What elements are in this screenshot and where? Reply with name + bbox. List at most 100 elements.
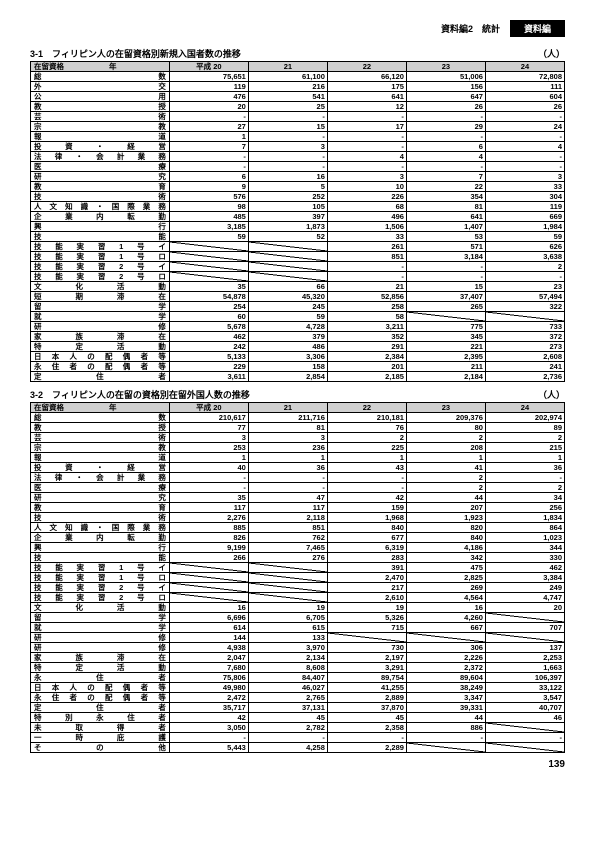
cell: - [169, 162, 248, 172]
table-row: 総数75,65161,10066,12051,00672,808 [31, 72, 565, 82]
cell: - [248, 733, 327, 743]
cell: 23 [485, 282, 564, 292]
row-label: 法律・会計業務 [31, 152, 170, 162]
cell: - [248, 152, 327, 162]
cell: 344 [485, 543, 564, 553]
cell: 462 [485, 563, 564, 573]
cell: 16 [248, 172, 327, 182]
cell: 53 [406, 232, 485, 242]
cell: 45,320 [248, 292, 327, 302]
cell: 211,716 [248, 413, 327, 423]
table-row: 総数210,617211,716210,181209,376202,974 [31, 413, 565, 423]
row-label: 企業内転勤 [31, 212, 170, 222]
cell: 615 [248, 623, 327, 633]
cell: 254 [169, 302, 248, 312]
cell: 3,347 [406, 693, 485, 703]
table-row: 宗教2715172924 [31, 122, 565, 132]
cell: 2,047 [169, 653, 248, 663]
row-label: 医療 [31, 483, 170, 493]
cell [248, 272, 327, 282]
cell: 2,384 [327, 352, 406, 362]
cell: 3,638 [485, 252, 564, 262]
row-label: 外交 [31, 82, 170, 92]
row-label: 永住者 [31, 673, 170, 683]
year-col-2: 22 [327, 62, 406, 72]
cell: - [485, 152, 564, 162]
cell: 39,331 [406, 703, 485, 713]
cell: 342 [406, 553, 485, 563]
cell: 202,974 [485, 413, 564, 423]
cell: 306 [406, 643, 485, 653]
cell [169, 573, 248, 583]
cell: 33,122 [485, 683, 564, 693]
cell: 117 [169, 503, 248, 513]
cell: - [327, 272, 406, 282]
row-label: 研修 [31, 643, 170, 653]
year-col-4: 24 [485, 403, 564, 413]
cell: 283 [327, 553, 406, 563]
table-row: 技能実習2号イ--2 [31, 262, 565, 272]
row-label: 研究 [31, 493, 170, 503]
cell: 44 [406, 493, 485, 503]
row-label: 留学 [31, 302, 170, 312]
cell: 3,050 [169, 723, 248, 733]
header-badge: 資料編 [510, 20, 565, 37]
header-text: 資料編2 統計 [441, 22, 500, 35]
row-label: 教育 [31, 503, 170, 513]
row-label: 家族滞在 [31, 332, 170, 342]
cell: 1,923 [406, 513, 485, 523]
table-row: 日本人の配偶者等5,1333,3062,3842,3952,608 [31, 352, 565, 362]
cell: 5,133 [169, 352, 248, 362]
cell: 211 [406, 362, 485, 372]
row-label: 研究 [31, 172, 170, 182]
cell: 626 [485, 242, 564, 252]
cell: 42 [327, 493, 406, 503]
table-row: 特定活動7,6808,6083,2912,3721,663 [31, 663, 565, 673]
table-row: 投資・経営4036434136 [31, 463, 565, 473]
row-label: 定住者 [31, 703, 170, 713]
cell: 4,938 [169, 643, 248, 653]
cell: 372 [485, 332, 564, 342]
table-row: 一時庇護----- [31, 733, 565, 743]
cell: 3,970 [248, 643, 327, 653]
cell: 1 [248, 453, 327, 463]
cell: - [327, 262, 406, 272]
row-label: 法律・会計業務 [31, 473, 170, 483]
cell: 159 [327, 503, 406, 513]
cell: 886 [406, 723, 485, 733]
cell: 2,782 [248, 723, 327, 733]
cell: 175 [327, 82, 406, 92]
cell [169, 242, 248, 252]
cell [485, 743, 564, 753]
cell: 66 [248, 282, 327, 292]
table-row: 法律・会計業務--44- [31, 152, 565, 162]
row-label: 報道 [31, 132, 170, 142]
table-row: 芸術33222 [31, 433, 565, 443]
row-label: 技能 [31, 553, 170, 563]
cell: 4,747 [485, 593, 564, 603]
cell: 3,384 [485, 573, 564, 583]
cell: 851 [248, 523, 327, 533]
cell: 59 [248, 312, 327, 322]
table1: 在留資格 年平成 2021222324 総数75,65161,10066,120… [30, 61, 565, 382]
cell: 2,608 [485, 352, 564, 362]
cell: 40,707 [485, 703, 564, 713]
cell: 34 [485, 493, 564, 503]
cell: 576 [169, 192, 248, 202]
table-row: 教授2025122626 [31, 102, 565, 112]
cell: 17 [327, 122, 406, 132]
cell: 242 [169, 342, 248, 352]
cell: 252 [248, 192, 327, 202]
cell: 604 [485, 92, 564, 102]
cell: 89 [485, 423, 564, 433]
table-row: 技能実習2号ロ2,6104,5644,747 [31, 593, 565, 603]
row-label: 特定活動 [31, 663, 170, 673]
row-label: 就学 [31, 312, 170, 322]
cell: 4 [485, 142, 564, 152]
cell: 68 [327, 202, 406, 212]
cell: 59 [485, 232, 564, 242]
year-col-1: 21 [248, 62, 327, 72]
cell: 216 [248, 82, 327, 92]
cell: 47 [248, 493, 327, 503]
cell: 45 [248, 713, 327, 723]
